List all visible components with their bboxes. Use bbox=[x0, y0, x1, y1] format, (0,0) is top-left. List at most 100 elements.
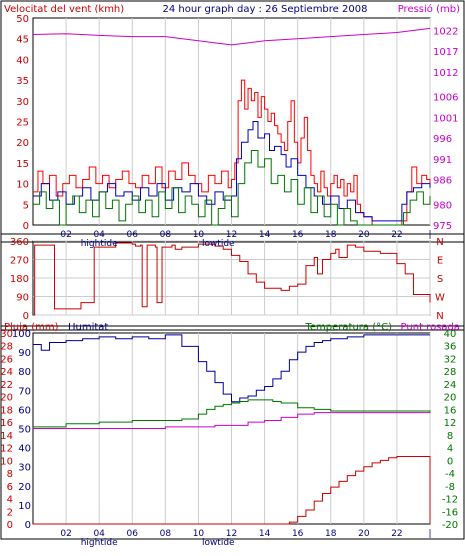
compass-label: E bbox=[437, 256, 443, 267]
wind-y-tick-label: 20 bbox=[16, 138, 29, 149]
temp-y-tick-label: 12 bbox=[444, 418, 457, 429]
rain-y-tick-label: 0 bbox=[7, 520, 13, 531]
temp-y-tick-label: 24 bbox=[444, 380, 457, 391]
wind-y-tick-label: 30 bbox=[16, 97, 29, 108]
direction-y-tick-label: 360 bbox=[10, 237, 29, 248]
humidity-y-tick-label: 50 bbox=[18, 425, 31, 436]
compass-label: W bbox=[435, 293, 445, 304]
temp-y-tick-label: 28 bbox=[444, 367, 457, 378]
x-tick-label: 22 bbox=[391, 230, 402, 240]
pressure-y-tick-label: 1006 bbox=[433, 93, 458, 104]
pressure-y-tick-label: 980 bbox=[433, 200, 452, 211]
wind-y-tick-label: 45 bbox=[16, 35, 29, 46]
compass-label: N bbox=[436, 311, 443, 322]
tide-label: lowtide bbox=[202, 239, 235, 249]
x-tick-label: 04 bbox=[93, 230, 105, 240]
rain-y-tick-label: 18 bbox=[0, 405, 13, 416]
wind-y-tick-label: 10 bbox=[16, 180, 29, 191]
tide-label: hightide bbox=[81, 239, 118, 249]
humidity-y-tick-label: 10 bbox=[18, 501, 31, 512]
temp-y-tick-label: 4 bbox=[447, 444, 453, 455]
x-tick-label: 08 bbox=[160, 529, 172, 539]
tide-label: hightide bbox=[81, 538, 118, 548]
temp-y-tick-label: -12 bbox=[442, 495, 458, 506]
humidity-y-tick-label: 20 bbox=[18, 482, 31, 493]
x-tick-label: 16 bbox=[292, 230, 304, 240]
rain-y-tick-label: 4 bbox=[7, 495, 13, 506]
x-tick-label: 06 bbox=[127, 230, 139, 240]
series-direction bbox=[33, 242, 431, 316]
series-gust bbox=[33, 79, 431, 226]
wind-y-tick-label: 5 bbox=[23, 200, 29, 211]
x-tick-label: 16 bbox=[292, 529, 304, 539]
rain-y-tick-label: 6 bbox=[7, 482, 13, 493]
temp-y-tick-label: 36 bbox=[444, 342, 457, 353]
temp-y-tick-label: -4 bbox=[445, 469, 455, 480]
rain-y-tick-label: 28 bbox=[0, 342, 13, 353]
x-tick-label: 20 bbox=[358, 230, 370, 240]
pressure-y-tick-label: 996 bbox=[433, 134, 452, 145]
wind-y-tick-label: 35 bbox=[16, 76, 29, 87]
pressure-y-tick-label: 991 bbox=[433, 155, 452, 166]
rain-y-tick-label: 16 bbox=[0, 418, 13, 429]
humidity-y-tick-label: 30 bbox=[18, 463, 31, 474]
direction-y-tick-label: 180 bbox=[10, 274, 29, 285]
dewpoint-axis-title: Punt rosada bbox=[401, 322, 460, 333]
x-tick-label: 02 bbox=[60, 529, 71, 539]
temp-y-tick-label: 0 bbox=[447, 456, 453, 467]
pressure-axis-title: Pressió (mb) bbox=[398, 3, 460, 15]
series-dewpoint bbox=[33, 412, 430, 429]
temp-axis-title: Temperatura (°C) bbox=[304, 322, 392, 333]
x-tick-label: 18 bbox=[325, 230, 337, 240]
x-tick-label: | bbox=[428, 230, 431, 240]
wind-axis-title: Velocitat del vent (kmh) bbox=[4, 4, 124, 15]
pressure-y-tick-label: 1001 bbox=[433, 113, 458, 124]
x-tick-label: 22 bbox=[391, 529, 402, 539]
rain-y-tick-label: 26 bbox=[0, 354, 13, 365]
pressure-y-tick-label: 1022 bbox=[433, 26, 458, 37]
rain-y-tick-label: 8 bbox=[7, 469, 13, 480]
humidity-y-tick-label: 40 bbox=[18, 444, 31, 455]
chart-title: 24 hour graph day : 26 Septiembre 2008 bbox=[163, 4, 368, 15]
pressure-y-tick-label: 975 bbox=[433, 221, 452, 232]
rain-y-tick-label: 2 bbox=[7, 507, 13, 518]
wind-y-tick-label: 25 bbox=[16, 118, 29, 129]
panel-frame-0 bbox=[0, 0, 465, 243]
humidity-y-tick-label: 90 bbox=[18, 348, 31, 359]
temp-y-tick-label: 8 bbox=[447, 431, 453, 442]
x-tick-label: 02 bbox=[60, 230, 71, 240]
temp-y-tick-label: 20 bbox=[444, 393, 457, 404]
humidity-y-tick-label: 60 bbox=[18, 405, 31, 416]
direction-y-tick-label: 270 bbox=[10, 256, 29, 267]
x-tick-label: 12 bbox=[226, 529, 237, 539]
humidity-y-tick-label: 80 bbox=[18, 367, 31, 378]
x-tick-label: 14 bbox=[259, 230, 271, 240]
series-minimum bbox=[33, 149, 431, 226]
series-rain bbox=[33, 456, 431, 525]
rain-y-tick-label: 14 bbox=[0, 431, 13, 442]
x-tick-label: 06 bbox=[127, 529, 139, 539]
temp-y-tick-label: -8 bbox=[445, 482, 455, 493]
wind-y-tick-label: 50 bbox=[16, 14, 29, 25]
wind-y-tick-label: 15 bbox=[16, 159, 29, 170]
rain-y-tick-label: 24 bbox=[0, 367, 13, 378]
rain-axis-title: Pluja (mm) bbox=[4, 322, 59, 333]
x-tick-label: 10 bbox=[193, 529, 205, 539]
wind-y-tick-label: 40 bbox=[16, 55, 29, 66]
humidity-y-tick-label: 70 bbox=[18, 386, 31, 397]
series-temperature bbox=[33, 399, 431, 428]
temp-y-tick-label: -20 bbox=[442, 520, 458, 531]
humidity-y-tick-label: 100 bbox=[12, 329, 31, 340]
x-tick-label: | bbox=[428, 529, 431, 539]
direction-y-tick-label: 0 bbox=[23, 311, 29, 322]
pressure-y-tick-label: 1012 bbox=[433, 68, 458, 79]
humidity-axis-title: Humitat bbox=[68, 322, 108, 333]
series-pressure bbox=[32, 27, 431, 46]
pressure-y-tick-label: 1017 bbox=[433, 47, 458, 58]
x-tick-label: 14 bbox=[259, 529, 271, 539]
tide-label: lowtide bbox=[202, 538, 235, 548]
x-tick-label: 10 bbox=[193, 230, 205, 240]
compass-label: S bbox=[437, 274, 443, 285]
humidity-y-tick-label: 0 bbox=[25, 520, 31, 531]
